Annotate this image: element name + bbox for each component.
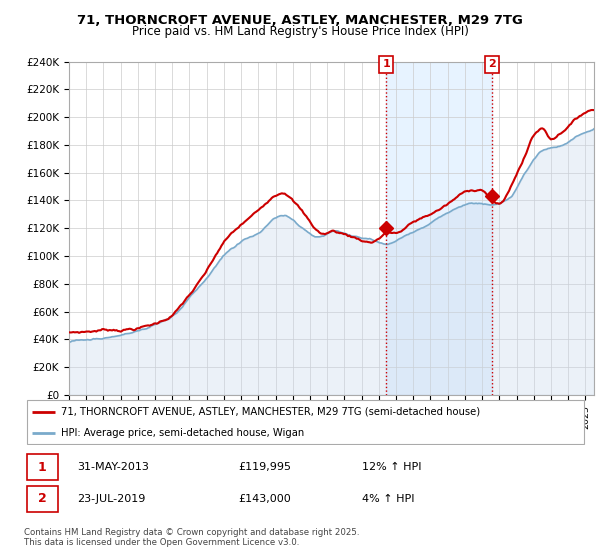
FancyBboxPatch shape (27, 454, 58, 480)
FancyBboxPatch shape (27, 486, 58, 512)
Bar (386, 62, 492, 395)
Text: 71, THORNCROFT AVENUE, ASTLEY, MANCHESTER, M29 7TG (semi-detached house): 71, THORNCROFT AVENUE, ASTLEY, MANCHESTE… (61, 407, 480, 417)
Text: Price paid vs. HM Land Registry's House Price Index (HPI): Price paid vs. HM Land Registry's House … (131, 25, 469, 38)
Text: 71, THORNCROFT AVENUE, ASTLEY, MANCHESTER, M29 7TG: 71, THORNCROFT AVENUE, ASTLEY, MANCHESTE… (77, 14, 523, 27)
Text: Contains HM Land Registry data © Crown copyright and database right 2025.
This d: Contains HM Land Registry data © Crown c… (24, 528, 359, 547)
Text: 31-MAY-2013: 31-MAY-2013 (77, 462, 149, 472)
Text: 2: 2 (38, 492, 46, 506)
Text: 4% ↑ HPI: 4% ↑ HPI (362, 494, 415, 504)
Text: 2: 2 (488, 59, 496, 69)
Text: 23-JUL-2019: 23-JUL-2019 (77, 494, 146, 504)
Text: £143,000: £143,000 (238, 494, 291, 504)
Text: 1: 1 (382, 59, 390, 69)
Text: HPI: Average price, semi-detached house, Wigan: HPI: Average price, semi-detached house,… (61, 428, 304, 438)
Text: 12% ↑ HPI: 12% ↑ HPI (362, 462, 422, 472)
Text: 1: 1 (38, 460, 46, 474)
FancyBboxPatch shape (27, 400, 584, 444)
Text: £119,995: £119,995 (238, 462, 292, 472)
